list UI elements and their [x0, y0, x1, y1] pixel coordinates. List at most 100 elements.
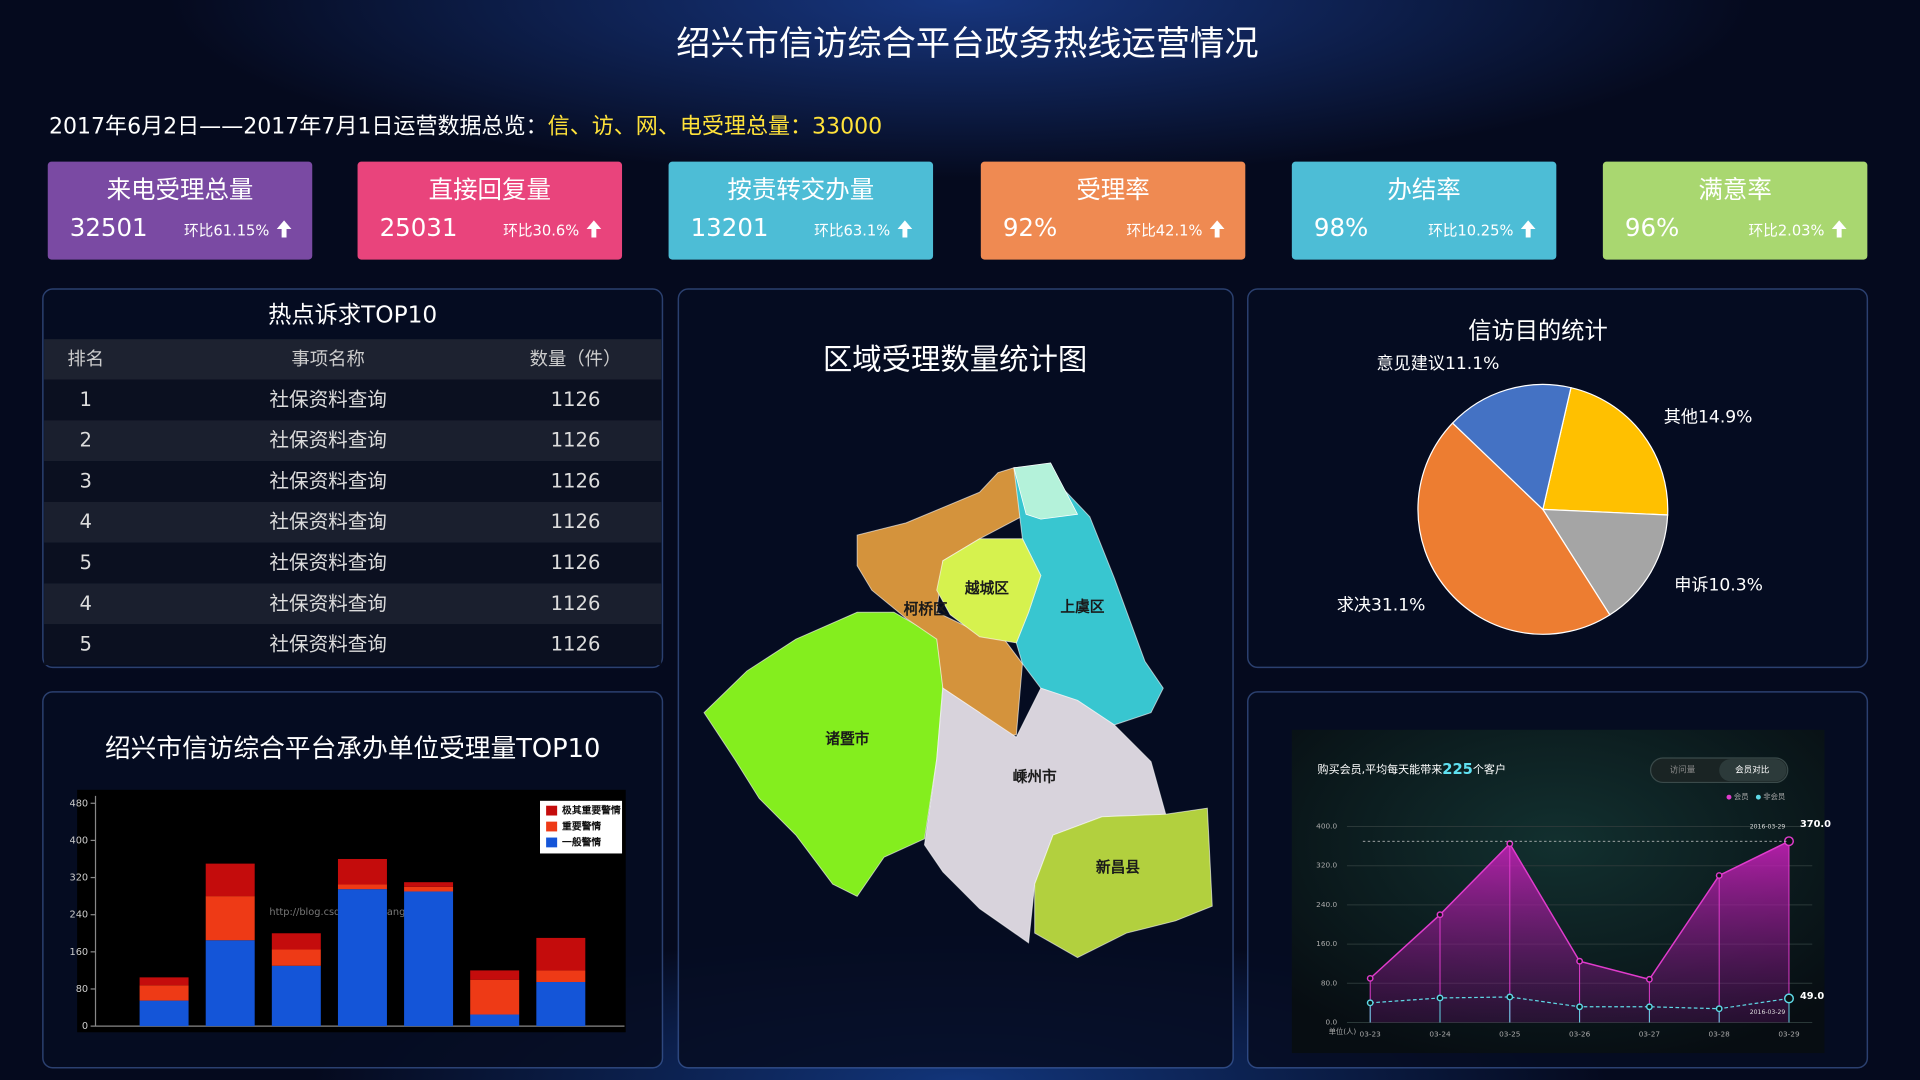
y-tick-label: 400 [69, 835, 88, 846]
table-cell: 1126 [551, 551, 601, 574]
map-region-label: 上虞区 [1060, 597, 1104, 615]
y-tick-label: 0 [82, 1021, 88, 1032]
pie-slice [1541, 508, 1669, 616]
table-cell: 4 [79, 592, 91, 615]
y-tick-label: 80.0 [1321, 978, 1338, 987]
pie-label-value: 11.1% [1445, 354, 1499, 374]
y-tick-label: 320.0 [1316, 861, 1337, 870]
map-region [1034, 807, 1213, 959]
kpi-change: 环比63.1% [814, 222, 890, 239]
bar-segment [404, 882, 454, 887]
point [1436, 994, 1444, 1002]
legend-label: 非会员 [1763, 792, 1785, 801]
x-tick-label: 03-29 [1778, 1030, 1800, 1039]
y-tick-label: 160 [69, 947, 88, 958]
page-title: 绍兴市信访综合平台政务热线运营情况 [676, 24, 1259, 64]
pie-slice [1417, 422, 1611, 635]
point [1436, 911, 1444, 919]
table-header: 数量（件） [530, 349, 622, 370]
table-row-bg [44, 542, 662, 584]
tab-active-bg [1719, 759, 1787, 782]
table-cell: 社保资料查询 [269, 429, 386, 452]
title-prefix: 购买会员,平均每天能带来 [1318, 762, 1443, 776]
table-cell: 社保资料查询 [269, 551, 386, 574]
bar-segment [271, 965, 321, 1027]
pie-label: 其他14.9% [1664, 408, 1753, 428]
y-tick-label: 80 [76, 984, 88, 995]
table-row-bg [44, 624, 662, 666]
table-row-bg [44, 501, 662, 543]
pie-label-name: 求决 [1337, 596, 1371, 616]
table-header: 事项名称 [291, 349, 364, 370]
kpi-card-bg [1602, 161, 1868, 260]
area [1370, 841, 1789, 1023]
bar-segment [205, 863, 255, 897]
kpi-value: 25031 [380, 213, 458, 242]
legend-label: 极其重要警情 [562, 804, 621, 817]
table-title: 热点诉求TOP10 [268, 301, 437, 328]
x-tick-label: 03-28 [1709, 1030, 1731, 1039]
table-cell: 社保资料查询 [269, 633, 386, 656]
y-tick-label: 400.0 [1316, 822, 1337, 831]
y-tick-label: 320 [69, 873, 88, 884]
point [1366, 974, 1374, 982]
legend-swatch [546, 821, 558, 832]
title-number: 225 [1442, 761, 1473, 778]
pie-label-value: 31.1% [1371, 596, 1425, 616]
kpi-card: 直接回复量 25031 环比30.6% [357, 161, 623, 260]
y-tick-label: 480 [69, 798, 88, 809]
summary-highlight: 信、访、网、电受理总量：33000 [548, 114, 882, 139]
kpi-card: 按责转交办量 13201 环比63.1% [668, 161, 934, 260]
table-cell: 1 [79, 388, 91, 411]
legend-swatch [546, 837, 558, 848]
kpi-change: 环比2.03% [1748, 222, 1824, 239]
map-region-label: 嵊州市 [1013, 768, 1057, 786]
y-tick-label: 240 [69, 910, 88, 921]
kpi-card-bg [47, 161, 313, 260]
bar-segment [404, 891, 454, 1027]
annotation-date: 2016-03-29 [1750, 1009, 1786, 1016]
bar-segment [536, 937, 586, 971]
map-region-coast [1013, 462, 1079, 520]
bar-segment [470, 970, 520, 980]
x-tick-label: 03-23 [1360, 1030, 1382, 1039]
x-tick-label: 03-25 [1499, 1030, 1521, 1039]
tab[interactable]: 访问量 [1670, 765, 1696, 776]
table-row-bg [44, 379, 662, 421]
kpi-change: 环比42.1% [1126, 222, 1202, 239]
kpi-value: 13201 [691, 213, 769, 242]
bar-segment [536, 982, 586, 1027]
annotation-date: 2016-03-29 [1750, 824, 1786, 831]
kpi-card-bg [357, 161, 623, 260]
table-cell: 社保资料查询 [269, 469, 386, 492]
table-cell: 5 [79, 551, 91, 574]
kpi-value: 92% [1003, 213, 1057, 242]
y-tick-label: 240.0 [1316, 900, 1337, 909]
kpi-card: 办结率 98% 环比10.25% [1291, 161, 1557, 260]
kpi-label: 受理率 [1076, 175, 1149, 204]
value-label: 370.0 [1800, 819, 1831, 830]
bar-segment [337, 884, 387, 890]
legend-label: 会员 [1734, 792, 1749, 801]
arrow-icon [1831, 220, 1847, 238]
arrow-icon [1520, 220, 1536, 238]
legend-dot [1726, 794, 1732, 800]
point [1715, 872, 1723, 879]
kpi-change: 环比30.6% [503, 222, 579, 239]
kpi-value: 32501 [70, 213, 148, 242]
table-cell: 1126 [551, 633, 601, 656]
kpi-label: 来电受理总量 [107, 175, 254, 204]
tab[interactable]: 会员对比 [1735, 764, 1770, 776]
arrow-icon [586, 220, 602, 238]
legend-label: 重要警情 [562, 820, 601, 833]
kpi-label: 直接回复量 [429, 175, 551, 204]
point [1366, 999, 1374, 1007]
bar-segment [337, 889, 387, 1027]
bar-segment [404, 886, 454, 892]
table-cell: 1126 [551, 510, 601, 533]
pie-title: 信访目的统计 [1468, 317, 1608, 344]
pie-label-name: 意见建议 [1376, 354, 1444, 374]
pie-label: 求决31.1% [1337, 596, 1426, 616]
pie-label: 意见建议11.1% [1376, 354, 1499, 374]
